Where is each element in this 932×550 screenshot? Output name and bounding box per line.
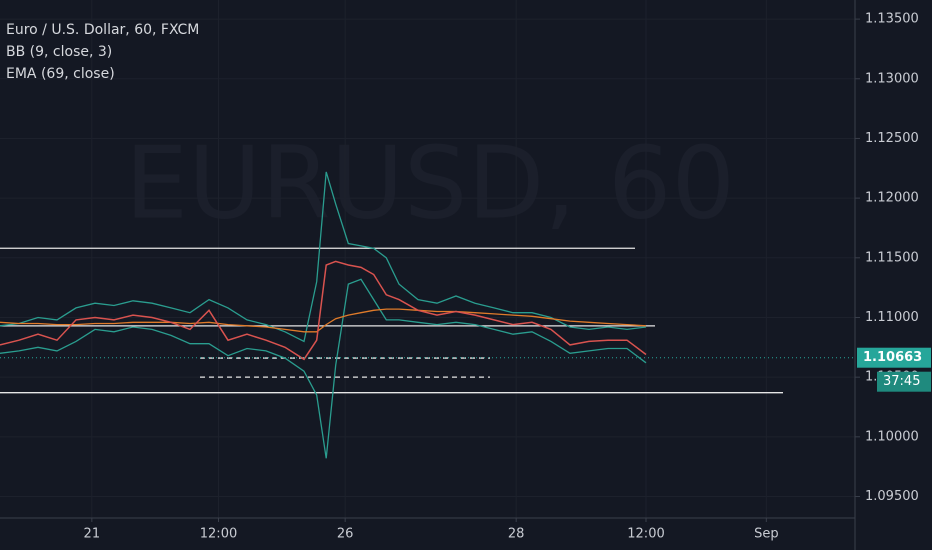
countdown-box — [877, 371, 931, 392]
y-tick-label: 1.12000 — [865, 191, 919, 206]
x-tick-label: 21 — [84, 527, 101, 542]
indicator-legend: EMA (69, close) — [6, 66, 115, 82]
y-tick-label: 1.11000 — [865, 310, 919, 325]
last-price-box — [857, 347, 931, 368]
x-tick-label: 28 — [508, 527, 525, 542]
x-tick-label: 26 — [337, 527, 354, 542]
x-tick-label: 12:00 — [627, 527, 664, 542]
plot-area — [0, 171, 855, 459]
y-tick-label: 1.11500 — [865, 250, 919, 265]
chart-title: Euro / U.S. Dollar, 60, FXCM — [6, 22, 199, 38]
y-tick-label: 1.10000 — [865, 429, 919, 444]
indicator-legend: BB (9, close, 3) — [6, 44, 112, 60]
x-tick-label: 12:00 — [200, 527, 237, 542]
countdown-label: 37:45 — [883, 374, 920, 389]
y-tick-label: 1.12500 — [865, 131, 919, 146]
series-line — [0, 308, 647, 333]
series-line — [0, 260, 647, 361]
series-line — [0, 171, 647, 343]
last-price-label: 1.10663 — [863, 350, 922, 365]
series-line — [0, 278, 647, 459]
y-tick-label: 1.09500 — [865, 489, 919, 504]
y-tick-label: 1.13000 — [865, 71, 919, 86]
watermark: EURUSD, 60 — [125, 124, 735, 241]
y-tick-label: 1.13500 — [865, 12, 919, 27]
x-tick-label: Sep — [754, 527, 779, 542]
